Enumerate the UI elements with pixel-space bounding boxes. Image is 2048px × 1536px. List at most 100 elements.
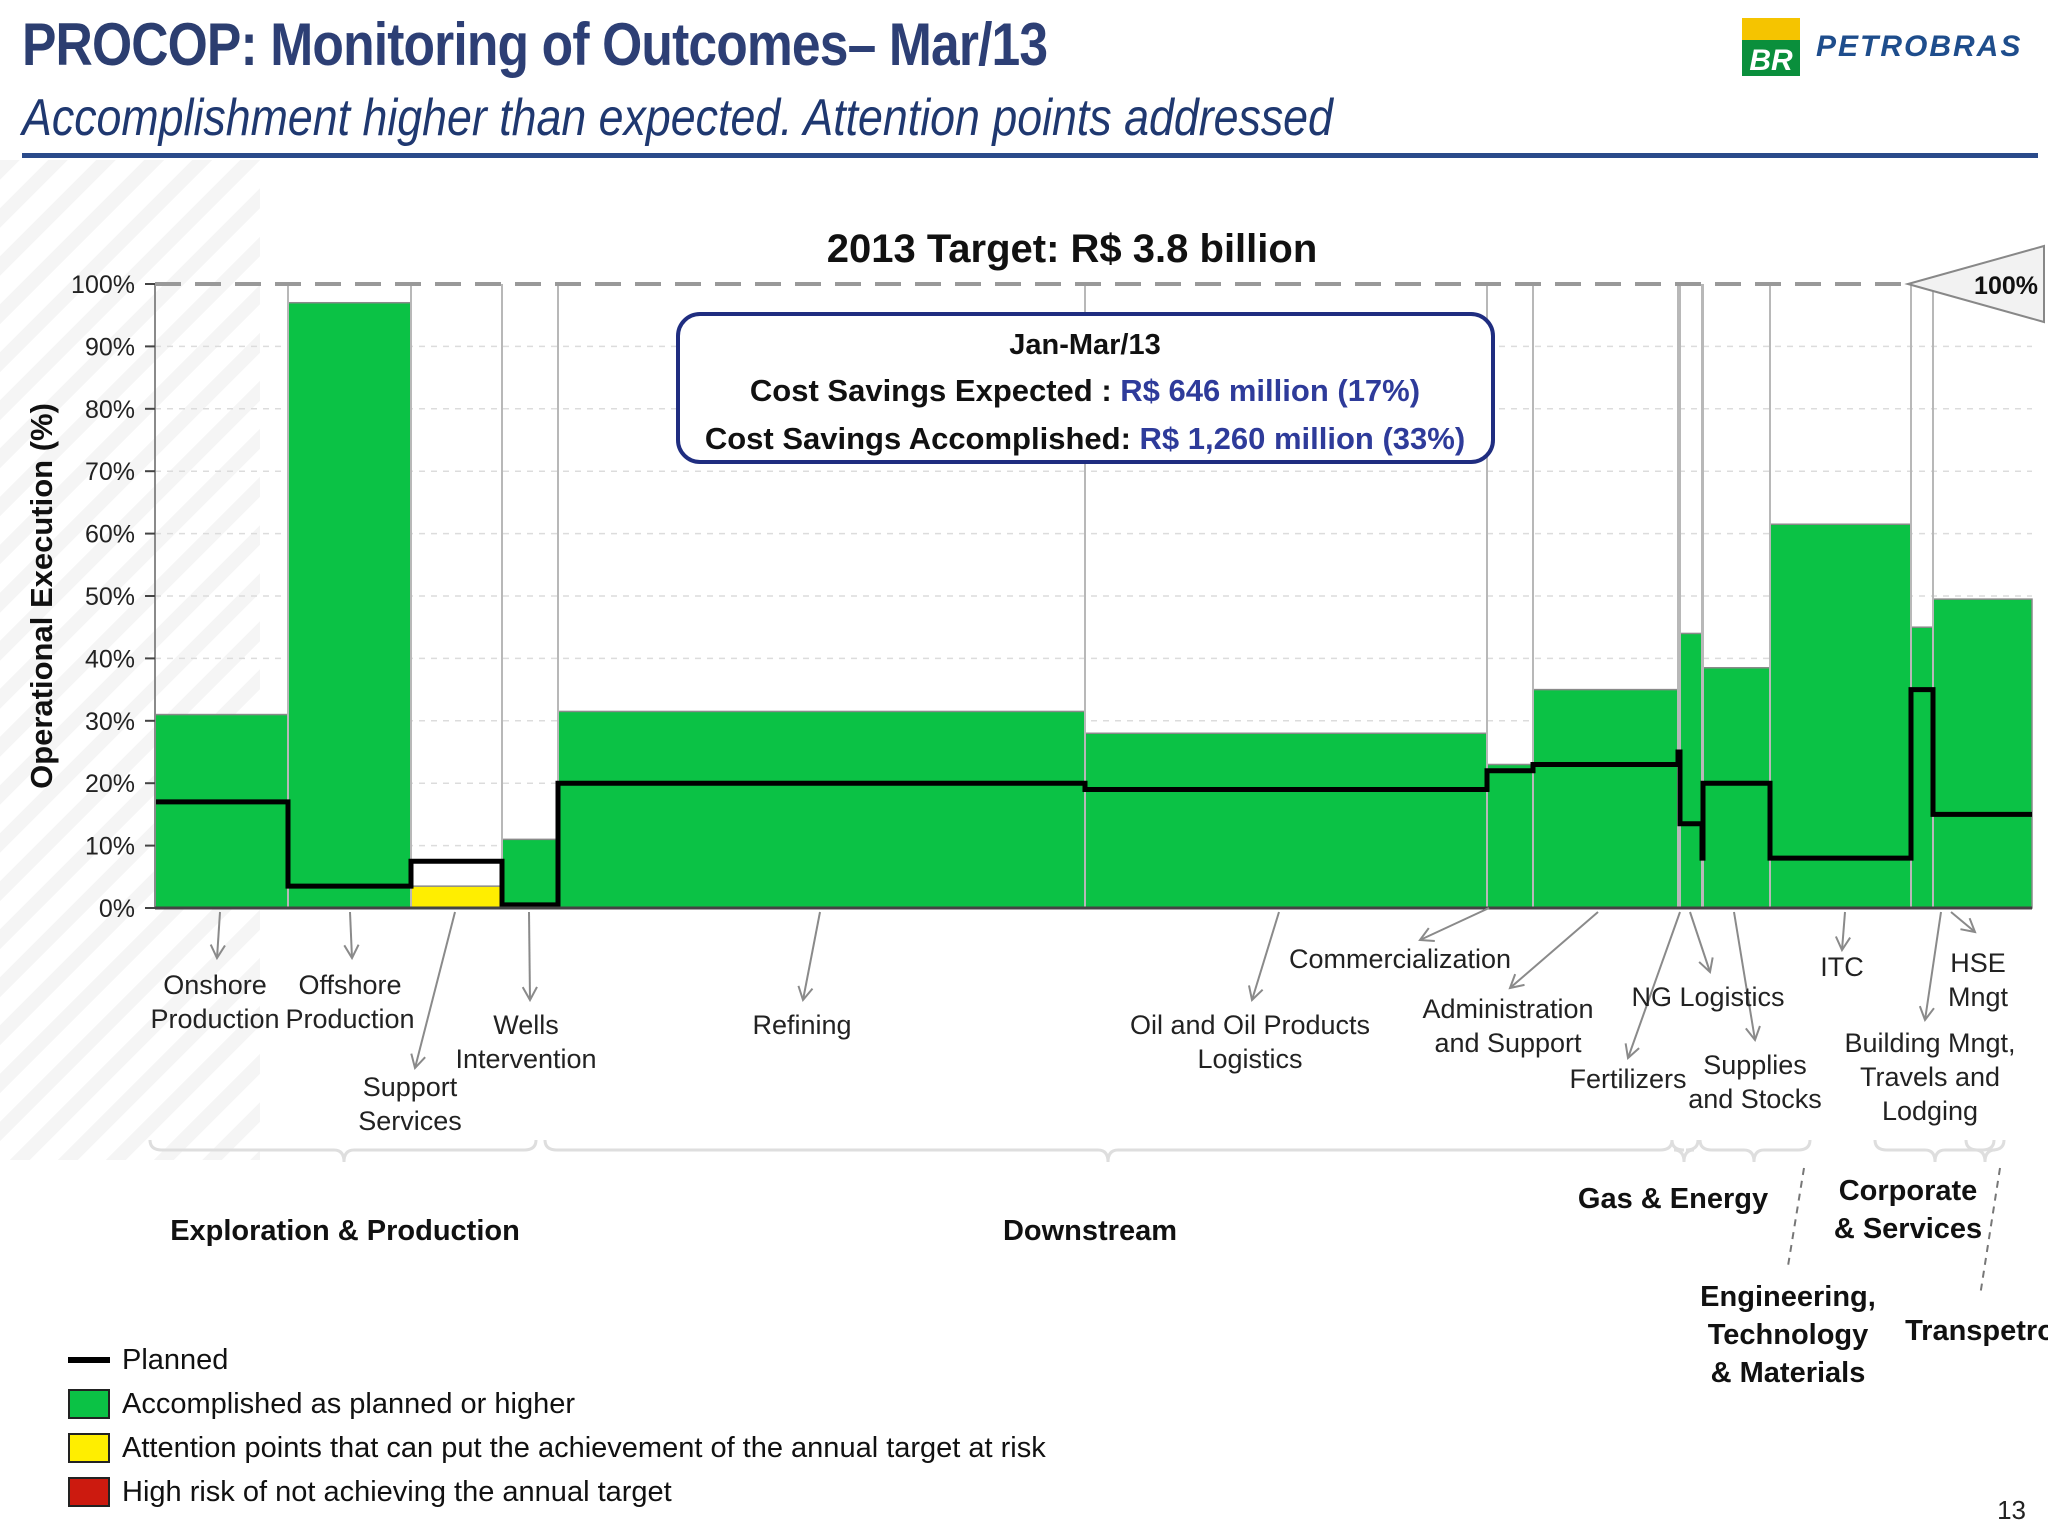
title-rest: Monitoring of Outcomes– Mar/13 [256,11,1048,78]
y-tick-label: 40% [85,645,135,673]
leader-arrowhead [1918,1005,1935,1023]
bar [501,838,559,909]
target-label: 100% [1974,272,2038,300]
category-label-line: Logistics [1197,1044,1302,1074]
leader-line [1509,911,1599,989]
category-label-line: and Stocks [1688,1084,1822,1114]
group-brace [543,1139,1674,1163]
leader-arrowhead [1624,1043,1640,1060]
category-label-line: Support [363,1072,458,1102]
category-label: Fertilizers [1569,1064,1686,1094]
leader-arrowhead [797,985,814,1003]
group-label-line: Corporate [1839,1175,1978,1207]
category-label: Oil and Oil Products Logistics [1130,1010,1370,1074]
title-accent: PROCOP: [22,11,258,78]
y-tick-label: 70% [85,458,135,486]
group-label: Exploration & Production [170,1215,520,1247]
category-label-line: Mngt [1948,982,2009,1012]
category-label-line: Building Mngt, [1844,1028,2015,1058]
legend-attention-swatch [68,1433,110,1463]
leader-arrowhead [1418,927,1435,943]
category-label-line: Refining [752,1010,851,1040]
legend-attention-label: Attention points that can put the achiev… [122,1431,1046,1464]
group-label-line: Technology [1708,1319,1869,1351]
legend-item-accomplished: Accomplished as planned or higher [68,1382,1046,1426]
bar [1679,632,1703,909]
leader-line [1689,911,1711,973]
y-tick-label: 90% [85,333,135,361]
bar [287,301,412,909]
y-tick-label: 0% [99,895,135,923]
bar [1486,763,1534,909]
category-label-line: Administration [1422,994,1593,1024]
category-label: Support Services [358,1072,462,1136]
leader-arrowhead [1960,917,1977,934]
category-label: Supplies and Stocks [1688,1050,1822,1114]
page-subtitle: Accomplishment higher than expected. Att… [22,89,1333,147]
bar [1084,732,1488,909]
page-number: 13 [1997,1495,2026,1525]
group-label: Corporate & Services [1834,1175,1982,1245]
category-label-line: Travels and [1860,1062,2000,1092]
leader-arrowhead [410,1053,426,1071]
leader-line [1733,911,1756,1041]
category-label-line: Supplies [1703,1050,1807,1080]
y-tick-label: 20% [85,770,135,798]
page-title: PROCOP: Monitoring of Outcomes– Mar/13 [22,10,1048,79]
leader-arrowhead [521,986,538,1003]
category-label-line: ITC [1820,952,1864,982]
category-label: Offshore Production [285,970,414,1034]
leader-arrowhead [1834,936,1851,953]
leader-arrowhead [1698,957,1714,974]
category-label: Administration and Support [1422,994,1593,1058]
leader-arrowhead [1745,1025,1761,1043]
bar [1769,523,1912,909]
y-tick-label: 100% [71,271,135,299]
legend-item-high-risk: High risk of not achieving the annual ta… [68,1470,1046,1514]
planned-line [155,687,2032,908]
callout-expected-value: R$ 646 million (17%) [1120,373,1420,408]
group-label-line: Downstream [1003,1215,1177,1247]
svg-text:BR: BR [1749,44,1793,76]
leader-arrowhead [1247,985,1264,1002]
chart-title: 2013 Target: R$ 3.8 billion [827,227,1318,271]
group-connector [1787,1167,1805,1267]
category-label-line: Offshore [298,970,401,1000]
callout-accomplished: Cost Savings Accomplished: R$ 1,260 mill… [705,421,1465,456]
bar [410,885,503,909]
bar [1702,667,1771,909]
category-label-line: Oil and Oil Products [1130,1010,1370,1040]
group-brace [1964,1139,2006,1163]
leader-line [1627,911,1681,1059]
leader-line [216,911,221,959]
leader-line [1950,911,1976,933]
category-label-line: Intervention [455,1044,596,1074]
category-label-line: Wells [493,1010,559,1040]
category-label-line: and Support [1434,1028,1582,1058]
callout-accomplished-label: Cost Savings Accomplished: [705,421,1140,456]
legend-high-risk-swatch [68,1477,110,1507]
category-label: Building Mngt, Travels and Lodging [1844,1028,2015,1126]
group-label: Transpetro [1905,1315,2048,1347]
petrobras-logo: BR PETROBRAS [1742,16,2022,78]
group-label-line: Transpetro [1905,1315,2048,1347]
group-label-line: Engineering, [1700,1281,1876,1313]
y-tick-label: 50% [85,583,135,611]
group-label-line: & Services [1834,1213,1982,1245]
legend-item-planned: Planned [68,1338,1046,1382]
y-tick-label: 80% [85,396,135,424]
callout-box [676,312,1495,464]
bar [557,710,1086,909]
callout-expected-label: Cost Savings Expected : [750,373,1120,408]
category-label-line: Fertilizers [1569,1064,1686,1094]
group-brace [1873,1139,1996,1163]
bar [1932,598,2033,909]
legend-item-attention: Attention points that can put the achiev… [68,1426,1046,1470]
category-label-line: Services [358,1106,462,1136]
group-label: Gas & Energy [1578,1183,1768,1215]
legend-accomplished-label: Accomplished as planned or higher [122,1387,575,1420]
callout-expected: Cost Savings Expected : R$ 646 million (… [750,373,1420,408]
group-brace [148,1139,538,1163]
legend-high-risk-label: High risk of not achieving the annual ta… [122,1475,672,1508]
